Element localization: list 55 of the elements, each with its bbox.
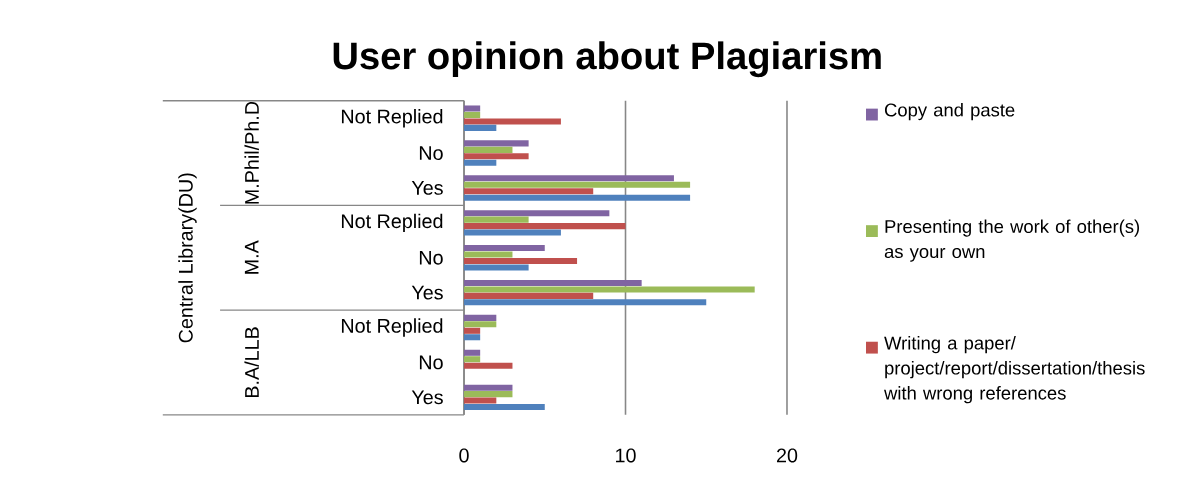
bar [464, 292, 594, 299]
bar [464, 321, 497, 328]
text: M.Phil/Ph.D [244, 101, 259, 204]
y-tick-label: No [419, 146, 443, 160]
y-tick-label: Yes [411, 285, 443, 300]
y-tick-label: Yes [411, 390, 443, 405]
bar [464, 391, 513, 398]
legend-label: Copy and paste [884, 102, 1015, 121]
y-tick-label: No [419, 355, 443, 370]
bar [464, 188, 594, 195]
legend-label: Writing a paper/ project/report/dissertation/thesis with wrong references [884, 336, 1145, 404]
bar [464, 216, 529, 223]
bar [464, 279, 642, 287]
bar [464, 229, 561, 236]
chart-title: User opinion about Plagiarism [333, 41, 881, 78]
bar [464, 397, 497, 404]
text: M.A [244, 240, 259, 274]
bar [464, 404, 545, 411]
bar [464, 264, 529, 271]
bar [464, 384, 513, 391]
bar [464, 210, 610, 217]
legend-label: Presenting the work of other(s) as your own [884, 219, 1140, 262]
bar [464, 175, 674, 182]
bar [464, 223, 626, 230]
bar [464, 245, 545, 252]
y-tick-label: Not Replied [341, 213, 443, 233]
y-tick-label: Yes [411, 181, 443, 195]
x-tick-label: 0 [459, 448, 469, 463]
x-tick-label: 20 [776, 448, 798, 463]
bar [464, 299, 707, 306]
bar [464, 181, 691, 188]
bar [464, 124, 497, 131]
bar [464, 146, 513, 153]
bar [464, 159, 497, 166]
bar [464, 334, 481, 341]
bar [464, 257, 578, 265]
y-tick-label: Not Replied [341, 108, 443, 128]
bar [464, 286, 755, 293]
y-tick-label: No [419, 250, 443, 265]
bar [464, 327, 481, 334]
bar [464, 362, 513, 369]
bar [464, 105, 481, 112]
bar [464, 251, 513, 258]
bar [464, 111, 481, 118]
text: B.A/LLB [244, 327, 259, 398]
bar [464, 153, 529, 160]
bar [464, 194, 691, 201]
x-tick-label: 10 [616, 448, 636, 463]
bar [464, 349, 481, 356]
y-tick-label: Not Replied [341, 318, 443, 337]
text: Central Library(DU) [178, 173, 197, 343]
bar [464, 140, 529, 147]
bar [464, 356, 481, 363]
bar [464, 118, 561, 125]
bar [464, 314, 497, 321]
